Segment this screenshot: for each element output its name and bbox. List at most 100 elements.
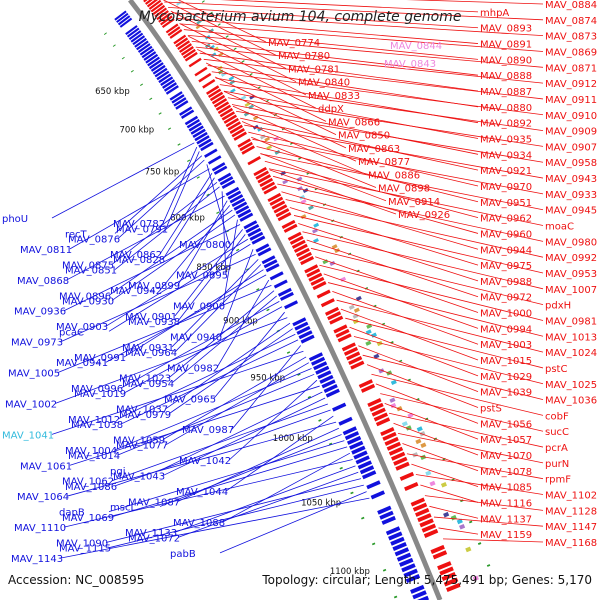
rna-mark xyxy=(201,0,205,3)
reverse-gene xyxy=(399,557,414,567)
reverse-gene xyxy=(211,162,226,172)
rna-mark xyxy=(307,395,312,399)
forward-gene xyxy=(306,268,321,278)
reverse-gene xyxy=(405,574,421,584)
reverse-gene xyxy=(261,255,276,265)
gene-label-right: MAV_1078 xyxy=(480,467,532,478)
rna-mark xyxy=(233,47,237,51)
gene-label-right: MAV_0992 xyxy=(545,253,597,264)
label-leader-line xyxy=(111,181,218,265)
label-leader-line xyxy=(165,151,200,229)
forward-gene xyxy=(373,412,388,422)
feature-tracks xyxy=(103,0,491,604)
gene-label-right: MAV_1159 xyxy=(480,530,532,541)
rna-mark xyxy=(121,56,125,60)
label-leader-line xyxy=(114,186,220,270)
forward-gene xyxy=(202,79,216,89)
annotation-box xyxy=(274,149,281,155)
reverse-gene xyxy=(163,82,177,92)
rna-mark xyxy=(477,542,482,545)
label-leader-line xyxy=(188,35,307,96)
gene-label-right: MAV_1147 xyxy=(545,522,597,533)
reverse-gene xyxy=(332,402,347,412)
rna-mark xyxy=(186,159,191,162)
gene-label-left: MAV_0940 xyxy=(170,332,222,343)
label-leader-line xyxy=(168,290,275,379)
reverse-gene xyxy=(169,91,183,101)
forward-gene xyxy=(229,124,243,135)
annotation-box xyxy=(429,480,436,487)
annotation-box xyxy=(465,546,472,553)
forward-gene xyxy=(267,192,282,203)
gene-label-right: MAV_0951 xyxy=(480,198,532,209)
gene-label-left: MAV_1042 xyxy=(179,456,231,467)
forward-gene xyxy=(304,264,319,274)
rna-mark xyxy=(130,69,134,73)
label-leader-line xyxy=(277,183,544,242)
reverse-gene xyxy=(134,37,147,48)
label-leader-line xyxy=(60,253,256,343)
reverse-gene xyxy=(158,73,172,84)
genome-info-text: Topology: circular; Length: 5,475,491 bp… xyxy=(262,573,592,587)
gene-label-left: MAV_0791 xyxy=(116,224,168,235)
annotation-box xyxy=(308,205,314,211)
rna-mark xyxy=(381,322,386,326)
rna-mark xyxy=(139,83,144,87)
forward-gene xyxy=(281,219,296,229)
forward-gene xyxy=(348,355,363,366)
gene-label-right: MAV_0962 xyxy=(480,214,532,225)
reverse-gene xyxy=(128,30,142,41)
gene-label-right: MAV_1102 xyxy=(545,491,597,502)
forward-gene xyxy=(437,561,452,571)
label-leader-line xyxy=(231,104,479,155)
reverse-gene xyxy=(385,526,401,536)
reverse-gene xyxy=(344,431,360,441)
label-leader-line xyxy=(174,229,243,317)
annotation-box xyxy=(355,295,362,302)
forward-gene xyxy=(386,441,401,451)
label-leader-line xyxy=(429,505,479,519)
label-leader-line xyxy=(264,160,479,219)
reverse-gene xyxy=(277,287,292,297)
label-leader-line xyxy=(195,46,544,84)
label-leader-line xyxy=(371,373,544,416)
gene-label-right: MAV_1036 xyxy=(545,396,597,407)
gene-label-left: MAV_0938 xyxy=(128,317,180,328)
forward-gene xyxy=(415,507,430,517)
gene-label-inner: MAV_0840 xyxy=(298,78,350,89)
label-leader-line xyxy=(69,168,210,250)
gene-label-left: MAV_1133 xyxy=(125,528,177,539)
forward-gene xyxy=(269,196,284,206)
label-leader-line xyxy=(397,432,544,464)
gene-label-left: MAV_1090 xyxy=(56,539,108,550)
label-leader-line xyxy=(177,471,359,538)
gene-label-left: MAV_0941 xyxy=(56,358,108,369)
label-leader-line xyxy=(63,224,241,312)
gene-label-left: MAV_1062 xyxy=(62,477,114,488)
rna-mark xyxy=(257,86,261,89)
forward-gene xyxy=(404,482,419,492)
gene-label-left: dapB xyxy=(59,508,85,519)
annotation-box xyxy=(373,353,380,359)
gene-label-right: MAV_0911 xyxy=(545,95,597,106)
gene-label-inner: MAV_0898 xyxy=(378,184,430,195)
reverse-gene xyxy=(152,64,166,75)
rna-mark xyxy=(390,341,394,344)
forward-gene xyxy=(247,156,261,166)
gene-label-right: MAV_0890 xyxy=(480,55,532,66)
annotation-box xyxy=(472,575,479,582)
forward-gene xyxy=(213,98,228,108)
label-leader-line xyxy=(252,138,544,195)
reverse-gene xyxy=(165,85,179,95)
gene-label-left: MAV_1115 xyxy=(59,544,111,555)
annotation-box xyxy=(365,329,372,335)
forward-gene xyxy=(295,247,310,257)
forward-gene xyxy=(277,212,292,222)
label-leader-line xyxy=(168,328,293,415)
label-leader-line xyxy=(213,311,285,399)
gene-label-left: MAV_1023 xyxy=(119,374,171,385)
forward-gene xyxy=(446,582,461,592)
annotation-box xyxy=(376,340,383,347)
